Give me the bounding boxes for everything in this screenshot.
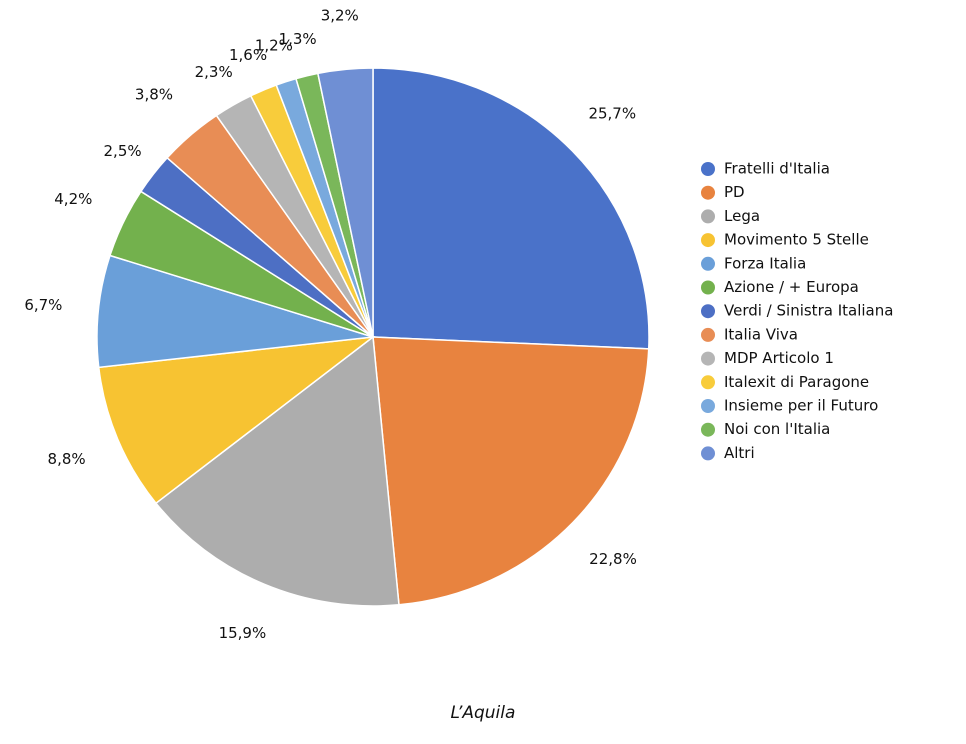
data-label: 2,5% xyxy=(104,142,142,160)
legend-marker xyxy=(701,327,715,342)
legend-label: Italia Viva xyxy=(724,325,798,343)
legend-label: PD xyxy=(724,183,745,201)
legend-label: Verdi / Sinistra Italiana xyxy=(724,302,893,320)
data-label: 3,8% xyxy=(135,85,173,103)
legend-label: Azione / + Europa xyxy=(724,278,859,296)
legend-marker xyxy=(701,209,715,224)
pie-slice xyxy=(154,335,400,607)
legend-marker xyxy=(701,256,715,271)
legend-label: Fratelli d'Italia xyxy=(724,160,830,178)
data-label: 4,2% xyxy=(54,190,92,208)
legend-label: Lega xyxy=(724,207,760,225)
legend-label: Altri xyxy=(724,444,755,462)
legend-label: MDP Articolo 1 xyxy=(724,349,834,367)
data-label: 15,9% xyxy=(219,624,267,642)
data-label: 3,2% xyxy=(321,6,359,24)
legend-label: Insieme per il Futuro xyxy=(724,397,878,415)
legend-marker xyxy=(701,375,715,390)
legend-marker xyxy=(701,233,715,248)
legend-marker xyxy=(701,185,715,200)
legend-marker xyxy=(701,399,715,413)
legend-marker xyxy=(701,304,715,319)
legend-marker xyxy=(701,162,715,176)
legend-label: Forza Italia xyxy=(724,254,806,272)
data-label: 6,7% xyxy=(24,296,62,314)
pie-slice xyxy=(316,67,374,338)
pie-slice xyxy=(96,254,374,369)
legend-label: Movimento 5 Stelle xyxy=(724,231,869,249)
data-label: 1,2% xyxy=(255,36,293,54)
chart-title: L’Aquila xyxy=(451,703,516,723)
legend-marker xyxy=(701,422,715,437)
legend-marker xyxy=(701,351,715,366)
data-label: 22,8% xyxy=(589,550,637,568)
legend-label: Italexit di Paragone xyxy=(724,373,869,391)
data-label: 1,3% xyxy=(279,30,317,48)
data-label: 2,3% xyxy=(195,63,233,81)
pie-slice xyxy=(97,335,376,505)
legend-label: Noi con l'Italia xyxy=(724,420,830,438)
data-label: 8,8% xyxy=(48,450,86,468)
data-label: 25,7% xyxy=(588,104,636,122)
pie-slice xyxy=(372,67,650,350)
legend-marker xyxy=(701,280,715,295)
data-label: 1,6% xyxy=(229,46,267,64)
legend-marker xyxy=(701,446,715,461)
pie-slice xyxy=(372,336,650,606)
